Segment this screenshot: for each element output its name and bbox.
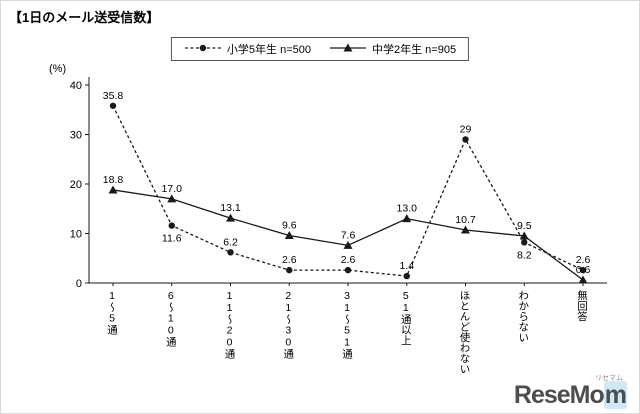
y-tick-label: 20 (70, 179, 82, 191)
value-label: 29 (460, 123, 472, 135)
dashed-line-circle-icon (184, 42, 222, 57)
resemom-logo: リセマム ReseMom (513, 375, 627, 409)
triangle-marker (402, 214, 412, 223)
value-label: 8.2 (517, 249, 532, 261)
circle-marker (462, 136, 469, 143)
circle-marker (109, 102, 117, 109)
x-axis-label: 1〜5通 (106, 290, 119, 335)
series-line-circle (112, 105, 584, 277)
y-axis-unit-label: (%) (49, 63, 67, 75)
triangle-marker (226, 213, 235, 222)
circle-marker (168, 222, 175, 229)
value-label: 9.5 (517, 220, 532, 232)
circle-marker (579, 266, 587, 274)
circle-marker (403, 272, 410, 280)
value-label: 11.6 (162, 233, 182, 245)
y-tick-label: 0 (76, 278, 82, 290)
triangle-marker (461, 225, 470, 234)
value-label: 1.4 (399, 260, 414, 272)
value-label: 13.1 (220, 202, 241, 214)
value-label: 2.6 (282, 254, 297, 266)
legend: 小学5年生 n=500 中学2年生 n=905 (170, 37, 470, 61)
triangle-marker (578, 275, 588, 284)
circle-marker (286, 266, 293, 274)
legend-label: 小学5年生 n=500 (226, 44, 311, 56)
triangle-marker (519, 231, 529, 240)
triangle-marker (167, 194, 177, 203)
value-label: 13.0 (397, 203, 418, 215)
solid-line-triangle-icon (329, 42, 367, 57)
logo-kana-text: リセマム (595, 375, 623, 382)
value-label: 6.2 (223, 236, 238, 248)
x-axis-label: 11〜20通 (223, 290, 236, 359)
legend-item-middle: 中学2年生 n=905 (329, 41, 456, 57)
triangle-marker (108, 185, 118, 194)
triangle-marker (284, 230, 294, 239)
value-label: 17.0 (162, 183, 183, 195)
value-label: 0.6 (576, 264, 591, 276)
circle-marker (344, 266, 352, 274)
triangle-marker (343, 240, 353, 249)
y-tick-label: 30 (70, 130, 82, 142)
circle-marker (227, 249, 234, 256)
value-label: 7.6 (341, 229, 356, 241)
line-chart: 0 10 20 30 40 35.8 11.6 6.2 2.6 2.6 1.4 29 8.2 2.6 18.… (70, 77, 607, 290)
value-label: 18.8 (103, 174, 124, 186)
logo-wordmark: ReseMom (513, 381, 627, 409)
circle-marker (521, 239, 528, 246)
x-axis-label: 31〜51通 (341, 290, 354, 359)
chart-title: 【1日のメール送受信数】 (9, 10, 160, 25)
legend-label: 中学2年生 n=905 (372, 44, 457, 56)
x-axis-label: わからない (517, 290, 530, 343)
x-axis-label: 6〜10通 (164, 290, 177, 347)
value-label: 2.6 (341, 254, 356, 266)
y-tick-label: 40 (70, 80, 82, 92)
value-label: 35.8 (103, 90, 124, 102)
value-label: 10.7 (455, 214, 476, 226)
y-tick-label: 10 (70, 229, 82, 241)
x-axis-label: 51通以上 (399, 290, 412, 346)
value-label: 9.6 (282, 219, 297, 231)
x-axis-label: ほとんど使わない (458, 290, 471, 374)
value-label: 2.6 (576, 254, 591, 266)
x-axis-label: 無回答 (576, 290, 589, 322)
x-axis-label: 21〜30通 (282, 290, 295, 359)
legend-item-elementary: 小学5年生 n=500 (184, 41, 311, 57)
